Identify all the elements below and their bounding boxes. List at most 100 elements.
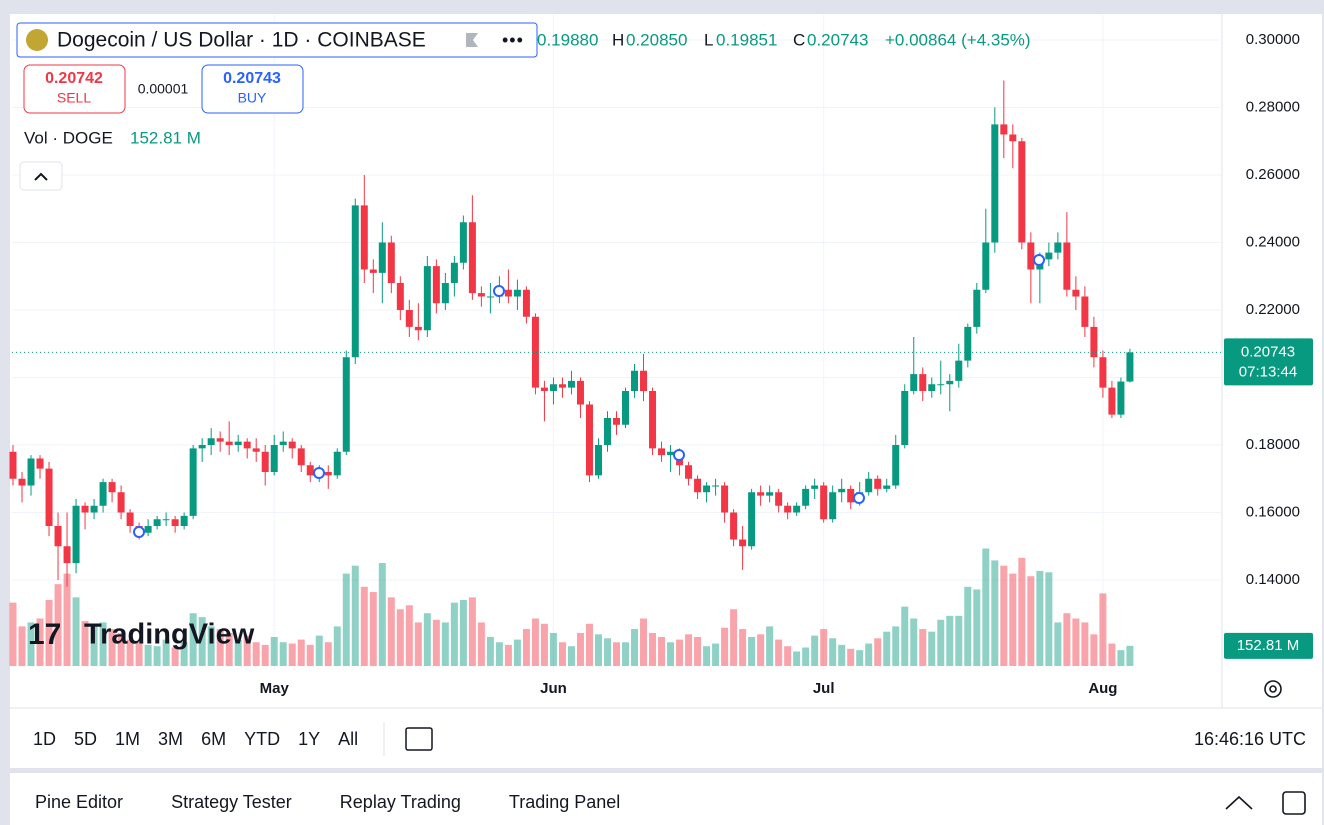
volume-bar	[730, 609, 738, 666]
candle-body	[504, 289, 512, 297]
maximize-icon[interactable]	[1282, 791, 1306, 815]
y-tick-label: 0.16000	[1246, 503, 1300, 520]
candle-body	[207, 438, 215, 445]
ohlc-l-key: L	[704, 30, 713, 49]
event-marker[interactable]	[133, 526, 145, 538]
volume-bar	[468, 597, 476, 666]
y-tick-label: 0.14000	[1246, 571, 1300, 588]
buy-label[interactable]: BUY	[238, 90, 267, 106]
candle-body	[18, 478, 26, 486]
range-button[interactable]: 6M	[201, 729, 226, 749]
candle-body	[838, 488, 846, 493]
panel-tab[interactable]: Trading Panel	[509, 792, 620, 812]
volume-bar	[1063, 613, 1071, 666]
symbol-box[interactable]	[16, 22, 538, 58]
candle-body	[117, 492, 125, 513]
event-marker[interactable]	[673, 449, 685, 461]
more-icon[interactable]: •••	[502, 30, 524, 50]
candle-body	[360, 205, 368, 270]
volume-bar	[45, 600, 53, 666]
candle-body	[531, 316, 539, 388]
candle-body	[333, 451, 341, 476]
volume-bar	[189, 613, 197, 666]
candle-body	[1018, 141, 1026, 243]
volume-bar	[351, 565, 359, 666]
volume-bar	[793, 651, 801, 666]
volume-bar	[766, 626, 774, 666]
settings-icon[interactable]	[1264, 680, 1282, 698]
volume-name: Vol · DOGE	[24, 128, 113, 147]
clock[interactable]: 16:46:16 UTC	[1194, 729, 1306, 749]
candle-body	[802, 488, 810, 506]
event-marker[interactable]	[493, 285, 505, 297]
volume-bar	[1036, 570, 1044, 666]
range-button[interactable]: 1Y	[298, 729, 320, 749]
range-button[interactable]: YTD	[244, 729, 280, 749]
event-marker[interactable]	[1033, 254, 1045, 266]
settings-icon-core[interactable]	[1269, 685, 1277, 693]
candle-body	[171, 519, 179, 526]
volume-bar	[540, 623, 548, 666]
collapse-icon[interactable]	[34, 172, 48, 181]
goto-date-icon[interactable]	[405, 727, 433, 751]
volume-bar	[1117, 650, 1125, 666]
candle-body	[279, 441, 287, 445]
expand-panel-icon[interactable]	[1225, 795, 1253, 810]
volume-bar	[126, 639, 134, 666]
candle-body	[468, 222, 476, 294]
range-button[interactable]: 3M	[158, 729, 183, 749]
volume-bar	[333, 626, 341, 666]
candle-body	[198, 444, 206, 449]
volume-bar	[874, 638, 882, 666]
volume-bar	[486, 636, 494, 666]
candle-body	[459, 222, 467, 263]
plot	[9, 15, 1222, 670]
candle-body	[585, 404, 593, 476]
range-button[interactable]: 1M	[115, 729, 140, 749]
candle-body	[144, 525, 152, 533]
event-marker[interactable]	[853, 492, 865, 504]
countdown: 07:13:44	[1239, 363, 1297, 380]
panel-tab[interactable]: Replay Trading	[340, 792, 461, 812]
volume-bar	[414, 622, 422, 666]
volume-bar	[252, 642, 260, 666]
candle-body	[847, 488, 855, 503]
y-tick-label: 0.24000	[1246, 233, 1300, 250]
candle-body	[486, 296, 494, 298]
panel-tab[interactable]: Pine Editor	[35, 792, 123, 812]
candle-body	[297, 448, 305, 466]
sell-button[interactable]	[23, 64, 126, 114]
candle-body	[288, 441, 296, 449]
volume-bar	[937, 619, 945, 666]
volume-bar	[495, 642, 503, 666]
volume-bar	[396, 609, 404, 666]
sell-price[interactable]: 0.20742	[45, 70, 103, 87]
symbol[interactable]: Dogecoin / US Dollar · 1D · COINBASE	[57, 29, 426, 52]
candle-body	[982, 242, 990, 290]
candle-body	[342, 357, 350, 452]
volume-bar	[432, 619, 440, 666]
volume-bar	[117, 633, 125, 666]
event-marker[interactable]	[313, 467, 325, 479]
range-button[interactable]: All	[338, 729, 358, 749]
buy-price[interactable]: 0.20743	[223, 70, 281, 87]
candle-body	[1117, 381, 1125, 415]
volume-bar	[622, 642, 630, 666]
candle-body	[883, 485, 891, 489]
candle-body	[685, 465, 693, 479]
x-tick-label: Jun	[540, 680, 567, 697]
volume-bar	[162, 639, 170, 666]
candle-body	[405, 309, 413, 327]
panel-tab[interactable]: Strategy Tester	[171, 792, 292, 812]
collapse-button[interactable]	[19, 161, 63, 191]
range-button[interactable]: 5D	[74, 729, 97, 749]
candle-body	[1063, 242, 1071, 290]
buy-button[interactable]	[201, 64, 304, 114]
volume-bar	[910, 618, 918, 666]
sell-label[interactable]: SELL	[57, 90, 91, 106]
flag-icon[interactable]	[466, 33, 478, 47]
range-button[interactable]: 1D	[33, 729, 56, 749]
candle-body	[72, 505, 80, 564]
volume-bar	[36, 618, 44, 666]
volume-bar	[81, 621, 89, 666]
